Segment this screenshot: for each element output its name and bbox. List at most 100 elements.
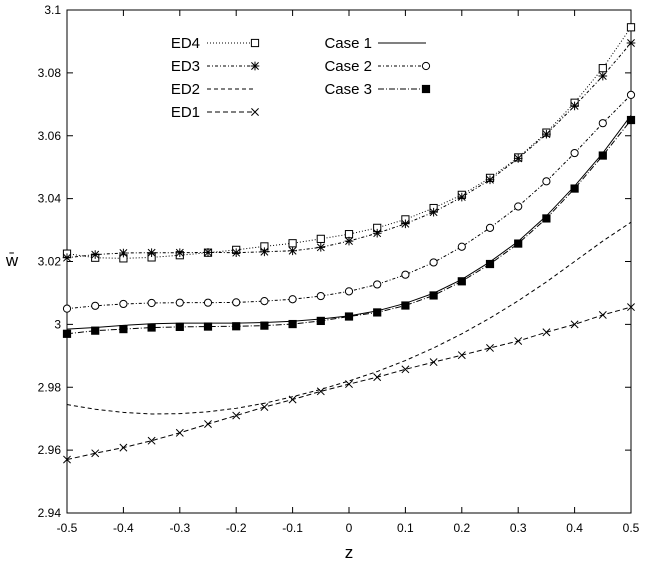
point-ed3: [485, 175, 495, 185]
point-case-3: [401, 301, 410, 310]
point-ed3: [288, 246, 297, 256]
y-tick-label: 3.02: [38, 255, 62, 269]
point-case-2: [62, 304, 72, 313]
legend-item-case-2: Case 2: [324, 58, 431, 75]
point-case-2: [260, 297, 269, 306]
point-ed1: [598, 310, 607, 319]
point-ed3: [147, 248, 156, 258]
point-ed3: [429, 207, 438, 217]
point-case-2: [288, 295, 297, 304]
point-ed3: [316, 243, 326, 252]
x-tick-label: 0.5: [623, 521, 640, 535]
series-layer: [62, 23, 636, 464]
series-case-2: [62, 90, 636, 313]
point-ed1: [147, 436, 156, 445]
point-case-2: [175, 298, 184, 307]
point-ed3: [260, 247, 269, 257]
series-ed1: [63, 303, 635, 464]
point-case-2: [626, 90, 636, 99]
legend-item-ed1: ED1: [171, 104, 259, 121]
point-case-3: [119, 324, 128, 334]
legend: ED4 ED3 ED2 ED1 Case 1 Case 2 Case 3: [171, 35, 431, 121]
legend-item-ed3: ED3: [171, 58, 260, 75]
series-line-ed3: [66, 42, 632, 259]
legend-item-ed4: ED4: [171, 35, 260, 52]
series-ed3: [62, 38, 636, 263]
legend-label-ed4: ED4: [171, 35, 200, 52]
point-case-2: [457, 242, 466, 251]
legend-item-case-1: Case 1: [324, 35, 426, 52]
point-ed1: [457, 351, 466, 360]
point-case-3: [344, 312, 354, 321]
point-case-3: [147, 323, 156, 332]
point-ed4: [316, 234, 325, 243]
point-ed1: [514, 337, 523, 345]
axis-ticks: -0.5 -0.4 -0.3 -0.2 -0.1 0 0.1 0.2 0.3 0.4 0.5 2.94…: [38, 3, 640, 535]
legend-label-ed3: ED3: [171, 58, 200, 75]
point-ed1: [345, 380, 353, 389]
y-axis-label: w̄: [5, 251, 19, 270]
point-case-3: [62, 329, 72, 338]
series-line-ed2: [66, 221, 632, 415]
point-case-2: [514, 202, 523, 211]
series-ed2: [66, 221, 632, 415]
legend-label-case-3: Case 3: [324, 81, 372, 98]
point-case-2: [203, 298, 213, 307]
point-case-2: [485, 223, 495, 232]
point-case-2: [373, 280, 382, 289]
legend-label-ed1: ED1: [171, 104, 200, 121]
point-case-3: [429, 291, 438, 300]
point-case-2: [91, 301, 100, 310]
point-ed1: [542, 328, 551, 337]
y-tick-label: 3.08: [38, 66, 62, 80]
point-ed3: [598, 71, 608, 81]
point-ed3: [570, 101, 579, 111]
legend-item-case-3: Case 3: [324, 81, 431, 98]
point-case-3: [626, 115, 636, 125]
legend-marker-case-2: [421, 61, 431, 71]
x-tick-label: 0.2: [453, 521, 470, 535]
point-ed4: [288, 239, 297, 248]
point-ed1: [119, 443, 128, 452]
x-tick-label: 0.3: [510, 521, 527, 535]
point-case-3: [485, 259, 495, 269]
x-tick-label: 0.4: [566, 521, 583, 535]
point-ed3: [344, 236, 354, 246]
x-tick-label: 0: [346, 521, 353, 535]
point-ed1: [627, 303, 635, 312]
point-case-2: [429, 258, 438, 267]
point-case-3: [514, 239, 523, 248]
point-ed3: [372, 228, 382, 238]
legend-item-ed2: ED2: [171, 81, 255, 98]
point-ed1: [232, 411, 241, 420]
legend-marker-ed1: [251, 108, 259, 116]
legend-marker-case-3: [421, 84, 431, 94]
point-case-3: [175, 322, 184, 331]
point-ed1: [175, 428, 184, 437]
y-tick-label: 3.06: [38, 129, 62, 143]
point-case-3: [288, 319, 297, 329]
point-ed1: [373, 373, 382, 382]
point-ed1: [316, 387, 325, 396]
legend-label-ed2: ED2: [171, 81, 200, 98]
point-ed3: [231, 248, 241, 258]
point-case-3: [91, 326, 100, 335]
legend-marker-ed4: [250, 38, 260, 48]
point-ed3: [626, 38, 636, 48]
y-tick-label: 2.96: [38, 443, 62, 457]
x-tick-label: -0.4: [113, 521, 134, 535]
point-case-3: [570, 184, 579, 193]
point-case-3: [373, 308, 382, 317]
point-case-3: [316, 316, 325, 326]
series-case-3: [62, 115, 636, 338]
point-ed1: [91, 449, 100, 458]
point-ed3: [457, 192, 467, 202]
point-case-3: [203, 322, 213, 331]
y-tick-label: 2.98: [38, 380, 62, 394]
point-ed4: [344, 230, 354, 239]
point-ed1: [204, 420, 212, 428]
point-case-3: [457, 277, 466, 286]
point-case-2: [316, 291, 325, 301]
point-ed3: [119, 248, 128, 258]
